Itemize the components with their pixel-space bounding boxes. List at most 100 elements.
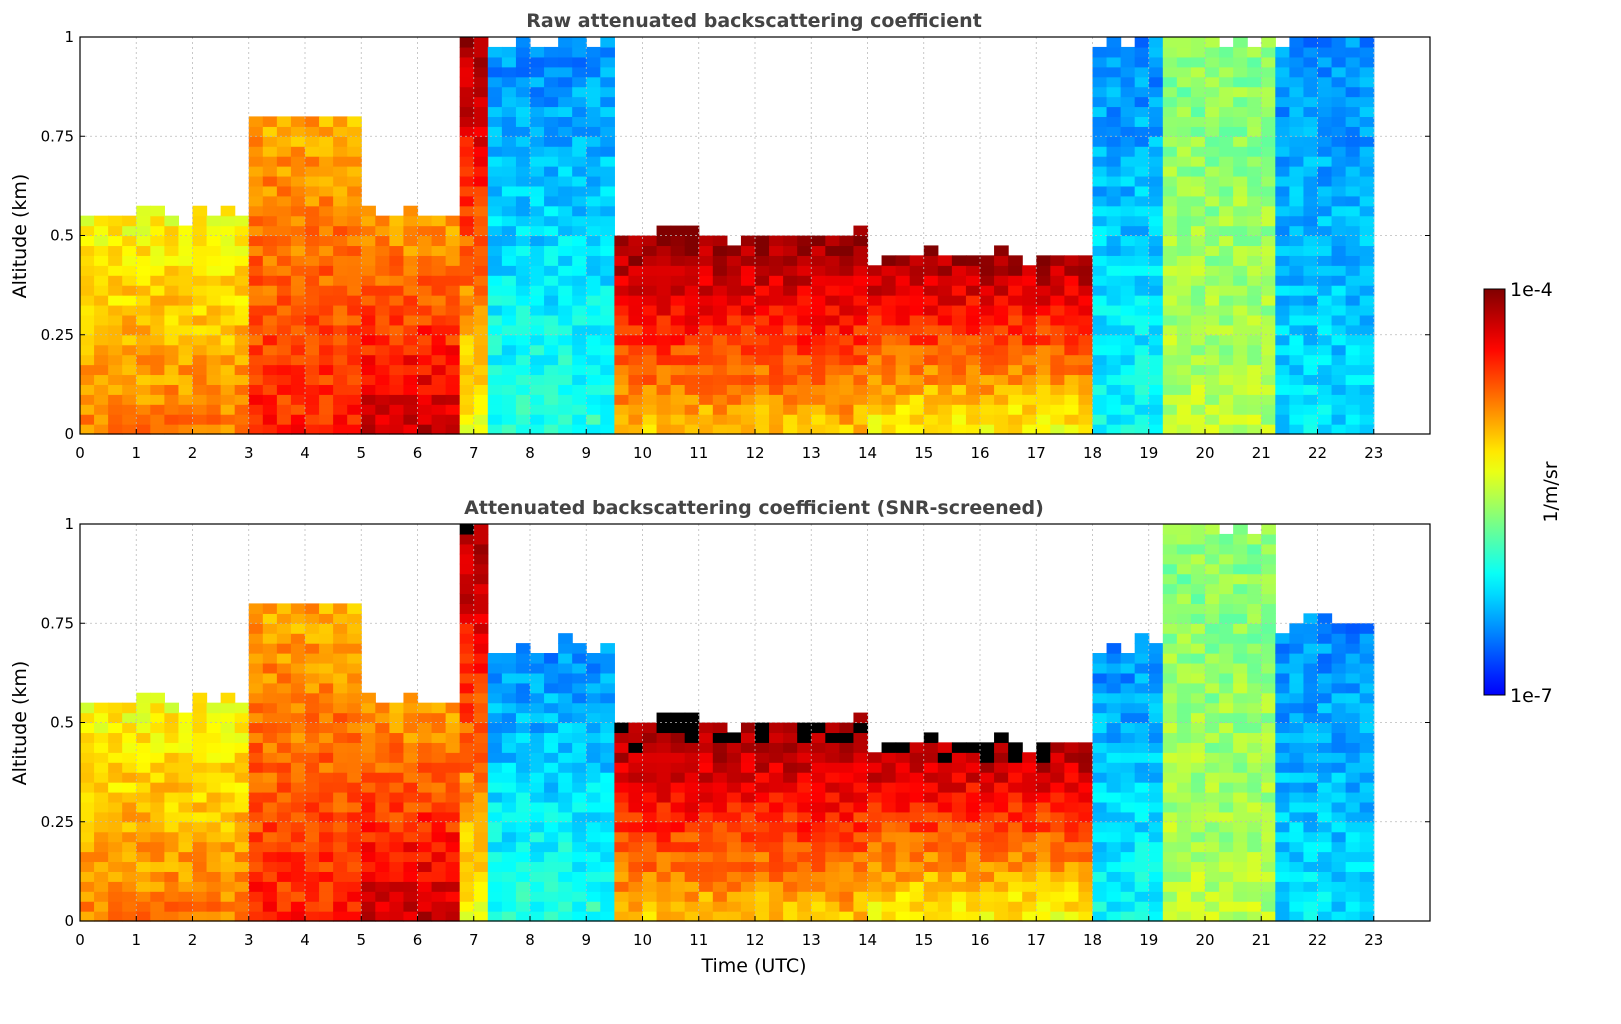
heatmap-cell xyxy=(713,911,728,922)
heatmap-cell xyxy=(502,404,517,415)
heatmap-cell xyxy=(389,384,404,395)
heatmap-cell xyxy=(291,802,306,813)
heatmap-cell xyxy=(1332,57,1347,68)
heatmap-cell xyxy=(150,335,165,346)
heatmap-cell xyxy=(868,822,883,833)
heatmap-cell xyxy=(1205,683,1220,694)
heatmap-cell xyxy=(558,236,573,247)
heatmap-cell xyxy=(1289,245,1304,256)
heatmap-cell xyxy=(544,752,559,763)
heatmap-cell xyxy=(1022,772,1037,783)
heatmap-cell xyxy=(403,355,418,366)
heatmap-cell xyxy=(1346,852,1361,863)
heatmap-cell xyxy=(1205,404,1220,415)
heatmap-cell xyxy=(811,365,826,376)
heatmap-cell xyxy=(671,424,686,435)
heatmap-cell xyxy=(657,812,672,823)
heatmap-cell xyxy=(502,374,517,385)
heatmap-cell xyxy=(896,424,911,435)
heatmap-cell xyxy=(1093,106,1108,117)
heatmap-cell xyxy=(868,345,883,356)
heatmap-cell xyxy=(1050,404,1065,415)
heatmap-cell xyxy=(1219,57,1234,68)
heatmap-cell xyxy=(1360,97,1375,108)
heatmap-cell xyxy=(685,911,700,922)
heatmap-cell xyxy=(1177,37,1192,48)
heatmap-cell xyxy=(1022,345,1037,356)
heatmap-cell xyxy=(460,186,475,197)
heatmap-cell xyxy=(1303,216,1318,227)
heatmap-cell xyxy=(1093,792,1108,803)
heatmap-cell xyxy=(94,285,109,296)
heatmap-cell xyxy=(628,315,643,326)
heatmap-cell xyxy=(263,186,278,197)
heatmap-cell xyxy=(1093,881,1108,892)
heatmap-cell xyxy=(305,305,320,316)
heatmap-cell xyxy=(600,325,615,336)
heatmap-cell xyxy=(122,911,137,922)
heatmap-cell xyxy=(755,255,770,266)
heatmap-cell xyxy=(460,275,475,286)
heatmap-cell xyxy=(544,226,559,237)
heatmap-cell xyxy=(333,871,348,882)
heatmap-cell xyxy=(150,295,165,306)
heatmap-cell xyxy=(1036,901,1051,912)
heatmap-cell xyxy=(1332,424,1347,435)
heatmap-cell xyxy=(980,305,995,316)
heatmap-cell xyxy=(1022,404,1037,415)
heatmap-cell xyxy=(882,782,897,793)
heatmap-cell xyxy=(924,852,939,863)
heatmap-cell xyxy=(685,842,700,853)
x-tick-label: 23 xyxy=(1364,444,1383,462)
heatmap-cell xyxy=(1346,206,1361,217)
heatmap-cell xyxy=(235,335,250,346)
heatmap-cell xyxy=(361,255,376,266)
heatmap-cell xyxy=(277,414,292,425)
heatmap-cell xyxy=(207,752,222,763)
heatmap-cell xyxy=(952,275,967,286)
heatmap-cell xyxy=(1177,404,1192,415)
heatmap-cell xyxy=(1008,285,1023,296)
heatmap-cell xyxy=(333,891,348,902)
heatmap-cell xyxy=(418,394,433,405)
heatmap-cell xyxy=(1289,374,1304,385)
heatmap-cell xyxy=(558,911,573,922)
heatmap-cell xyxy=(783,295,798,306)
heatmap-cell xyxy=(924,404,939,415)
heatmap-cell xyxy=(1233,374,1248,385)
heatmap-cell xyxy=(1177,156,1192,167)
heatmap-cell xyxy=(558,852,573,863)
heatmap-cell xyxy=(671,762,686,773)
heatmap-cell xyxy=(1233,424,1248,435)
heatmap-cell xyxy=(1289,762,1304,773)
heatmap-cell xyxy=(1064,742,1079,753)
heatmap-cell xyxy=(263,762,278,773)
heatmap-cell xyxy=(94,732,109,743)
heatmap-cell xyxy=(1022,881,1037,892)
heatmap-cell xyxy=(699,812,714,823)
heatmap-cell xyxy=(389,901,404,912)
heatmap-cell xyxy=(108,384,123,395)
heatmap-cell xyxy=(164,404,179,415)
heatmap-cell xyxy=(741,245,756,256)
heatmap-cell xyxy=(586,723,601,734)
heatmap-cell xyxy=(1135,156,1150,167)
heatmap-cell xyxy=(1135,822,1150,833)
heatmap-cell xyxy=(333,752,348,763)
heatmap-cell xyxy=(418,355,433,366)
heatmap-cell xyxy=(811,424,826,435)
heatmap-cell xyxy=(1261,216,1276,227)
heatmap-cell xyxy=(938,285,953,296)
heatmap-cell xyxy=(530,245,545,256)
heatmap-cell xyxy=(544,116,559,127)
heatmap-cell xyxy=(1050,852,1065,863)
heatmap-cell xyxy=(319,374,334,385)
heatmap-cell xyxy=(1177,325,1192,336)
heatmap-cell xyxy=(896,911,911,922)
heatmap-cell xyxy=(924,335,939,346)
heatmap-cell xyxy=(572,663,587,674)
heatmap-cell xyxy=(474,752,489,763)
heatmap-cell xyxy=(1233,37,1248,48)
heatmap-cell xyxy=(516,861,531,872)
heatmap-cell xyxy=(614,265,629,276)
